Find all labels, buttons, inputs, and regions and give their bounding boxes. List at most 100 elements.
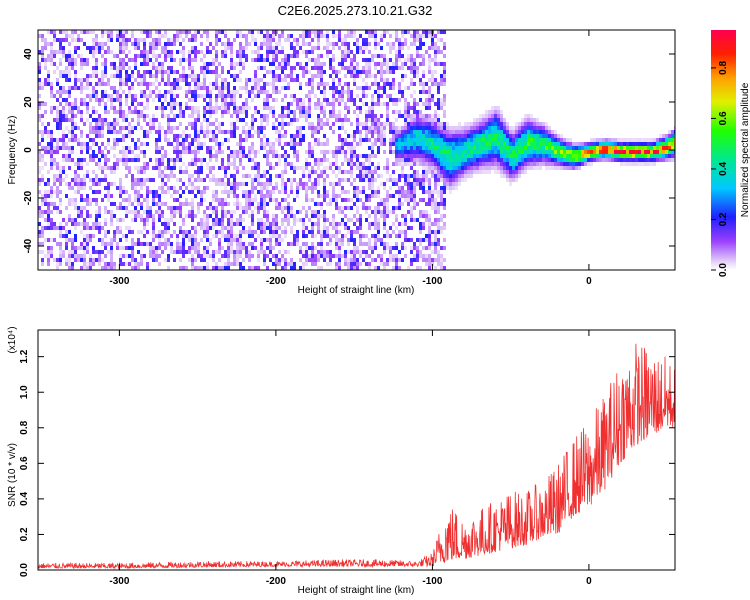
- spectrogram-cell: [485, 130, 488, 134]
- spectrogram-cell: [428, 190, 431, 194]
- spectrogram-cell: [149, 58, 152, 62]
- spectrogram-cell: [302, 98, 305, 102]
- spectrogram-cell: [197, 222, 200, 226]
- spectrogram-cell: [161, 74, 164, 78]
- spectrogram-cell: [419, 230, 422, 234]
- spectrogram-cell: [167, 142, 170, 146]
- spectrogram-cell: [344, 258, 347, 262]
- spectrogram-cell: [116, 186, 119, 190]
- spectrogram-cell: [206, 230, 209, 234]
- spectrogram-cell: [95, 126, 98, 130]
- spectrogram-cell: [245, 138, 248, 142]
- spectrogram-cell: [239, 46, 242, 50]
- spectrogram-cell: [329, 202, 332, 206]
- spectrogram-cell: [431, 258, 434, 262]
- spectrogram-cell: [128, 110, 131, 114]
- spectrogram-cell: [80, 98, 83, 102]
- spectrogram-cell: [377, 206, 380, 210]
- spectrogram-cell: [53, 62, 56, 66]
- spectrogram-cell: [368, 58, 371, 62]
- spectrogram-cell: [419, 130, 422, 134]
- spectrogram-cell: [512, 138, 515, 142]
- spectrogram-cell: [254, 162, 257, 166]
- spectrogram-cell: [281, 30, 284, 34]
- spectrogram-cell: [494, 158, 497, 162]
- spectrogram-cell: [455, 178, 458, 182]
- spectrogram-cell: [323, 158, 326, 162]
- spectrogram-cell: [446, 154, 449, 158]
- spectrogram-cell: [197, 210, 200, 214]
- spectrogram-cell: [470, 174, 473, 178]
- spectrogram-cell: [278, 226, 281, 230]
- spectrogram-cell: [173, 198, 176, 202]
- spectrogram-cell: [74, 254, 77, 258]
- spectrogram-cell: [323, 142, 326, 146]
- spectrogram-cell: [320, 174, 323, 178]
- spectrogram-cell: [320, 110, 323, 114]
- spectrogram-cell: [191, 50, 194, 54]
- spectrogram-cell: [38, 106, 41, 110]
- spectrogram-cell: [239, 58, 242, 62]
- spectrogram-cell: [143, 58, 146, 62]
- spectrogram-cell: [197, 190, 200, 194]
- spectrogram-cell: [281, 122, 284, 126]
- spectrogram-cell: [428, 254, 431, 258]
- spectrogram-cell: [380, 38, 383, 42]
- spectrogram-cell: [128, 198, 131, 202]
- spectrogram-cell: [461, 146, 464, 150]
- spectrogram-cell: [125, 154, 128, 158]
- spectrogram-cell: [473, 154, 476, 158]
- spectrogram-cell: [455, 174, 458, 178]
- spectrogram-cell: [59, 114, 62, 118]
- spectrogram-cell: [218, 146, 221, 150]
- spectrogram-cell: [230, 134, 233, 138]
- spectrogram-cell: [476, 122, 479, 126]
- spectrogram-cell: [521, 138, 524, 142]
- spectrogram-cell: [197, 134, 200, 138]
- spectrogram-cell: [107, 38, 110, 42]
- spectrogram-cell: [41, 234, 44, 238]
- spectrogram-cell: [41, 178, 44, 182]
- spectrogram-cell: [233, 86, 236, 90]
- spectrogram-cell: [149, 126, 152, 130]
- spectrogram-cell: [296, 234, 299, 238]
- spectrogram-cell: [245, 182, 248, 186]
- spectrogram-cell: [182, 138, 185, 142]
- spectrogram-cell: [362, 174, 365, 178]
- spectrogram-cell: [233, 66, 236, 70]
- spectrogram-cell: [53, 146, 56, 150]
- spectrogram-cell: [374, 90, 377, 94]
- spectrogram-cell: [221, 82, 224, 86]
- spectrogram-cell: [404, 162, 407, 166]
- spectrogram-cell: [185, 82, 188, 86]
- spectrogram-cell: [68, 150, 71, 154]
- spectrogram-cell: [53, 38, 56, 42]
- spectrogram-cell: [266, 182, 269, 186]
- spectrogram-cell: [296, 78, 299, 82]
- spectrogram-cell: [398, 38, 401, 42]
- spectrogram-cell: [155, 94, 158, 98]
- spectrogram-cell: [152, 90, 155, 94]
- spectrogram-cell: [416, 126, 419, 130]
- spectrogram-cell: [191, 202, 194, 206]
- spectrogram-cell: [110, 146, 113, 150]
- spectrogram-cell: [251, 158, 254, 162]
- spectrogram-cell: [500, 142, 503, 146]
- spectrogram-cell: [188, 90, 191, 94]
- spectrogram-cell: [149, 30, 152, 34]
- spectrogram-cell: [428, 194, 431, 198]
- spectrogram-cell: [170, 94, 173, 98]
- spectrogram-cell: [125, 78, 128, 82]
- spectrogram-cell: [203, 130, 206, 134]
- spectrogram-cell: [392, 126, 395, 130]
- spectrogram-cell: [128, 130, 131, 134]
- spectrogram-cell: [281, 66, 284, 70]
- spectrogram-cell: [350, 266, 353, 270]
- spectrogram-cell: [281, 110, 284, 114]
- spectrogram-cell: [470, 122, 473, 126]
- spectrogram-cell: [242, 266, 245, 270]
- spectrogram-cell: [200, 202, 203, 206]
- spectrogram-cell: [119, 186, 122, 190]
- spectrogram-cell: [188, 174, 191, 178]
- spectrogram-cell: [287, 110, 290, 114]
